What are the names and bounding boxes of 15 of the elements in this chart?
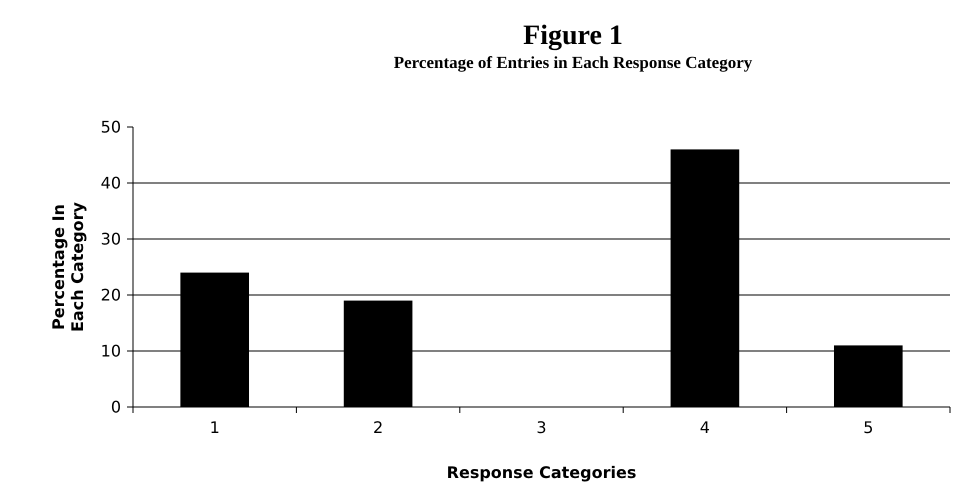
y-tick-label: 20 <box>100 286 121 305</box>
chart-title: Figure 1 <box>523 20 623 51</box>
x-tick-label: 4 <box>700 418 710 437</box>
x-tick-label: 3 <box>536 418 547 437</box>
x-axis-title: Response Categories <box>446 463 636 482</box>
x-tick-label: 1 <box>210 418 220 437</box>
chart-subtitle: Percentage of Entries in Each Response Category <box>394 53 753 72</box>
x-tick-label: 5 <box>863 418 874 437</box>
y-tick-label: 10 <box>100 342 121 361</box>
y-axis-title: Percentage In Each Category <box>49 201 87 334</box>
y-tick-label: 40 <box>100 174 121 193</box>
y-tick-label: 30 <box>100 230 121 249</box>
x-tick-label: 2 <box>373 418 384 437</box>
y-tick-label: 0 <box>110 398 121 417</box>
y-tick-label: 50 <box>100 118 121 137</box>
